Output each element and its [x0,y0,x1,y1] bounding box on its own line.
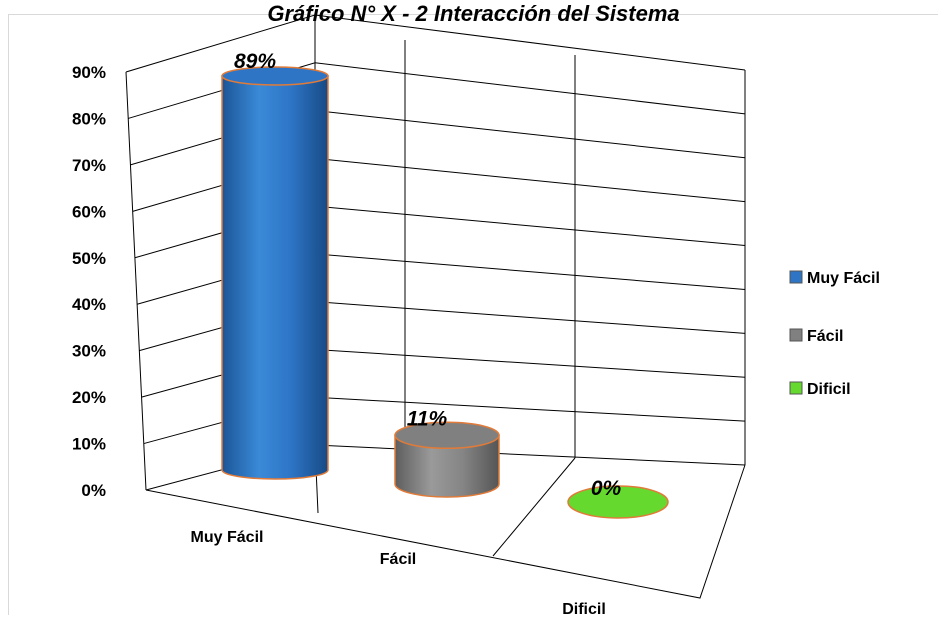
legend-label: Fácil [807,328,843,345]
legend: Muy Fácil Fácil Dificil [789,270,880,398]
category-label: Fácil [380,551,416,568]
y-tick-label: 80% [72,109,106,128]
y-axis: 0% 10% 20% 30% 40% 50% 60% 70% 80% 90% [72,63,106,500]
y-tick-label: 50% [72,249,106,268]
front-axis-line [125,71,147,491]
y-tick-label: 40% [72,295,106,314]
y-tick-label: 10% [72,435,106,454]
bar-top [394,421,500,450]
floor-divider [492,457,576,557]
category-label: Muy Fácil [191,529,264,546]
chart-title: Gráfico N° X - 2 Interacción del Sistema [267,1,680,23]
legend-swatch [789,270,803,284]
legend-swatch [789,381,803,395]
y-tick-label: 0% [81,481,106,500]
gridline [125,14,746,73]
legend-label: Muy Fácil [807,270,880,287]
floor-edge [145,464,746,599]
data-label: 89% [234,50,276,73]
legend-swatch [789,328,803,342]
data-labels: 89% 11% 0% [234,50,622,500]
y-tick-label: 20% [72,388,106,407]
y-tick-label: 30% [72,342,106,361]
chart-frame: Gráfico N° X - 2 Interacción del Sistema [8,1,938,615]
data-label: 11% [407,407,448,430]
x-axis: Muy Fácil Fácil Dificil [191,529,606,618]
y-tick-label: 60% [72,202,106,221]
bars [221,66,669,519]
y-tick-label: 90% [72,63,106,82]
data-label: 0% [591,477,622,500]
bar-top [221,66,329,86]
bar-447-body [394,434,500,498]
bar-top [567,485,669,519]
category-label: Dificil [562,601,606,618]
bar-275-body [221,75,329,480]
y-tick-label: 70% [72,156,106,175]
gridline [128,62,746,119]
legend-label: Dificil [807,381,851,398]
